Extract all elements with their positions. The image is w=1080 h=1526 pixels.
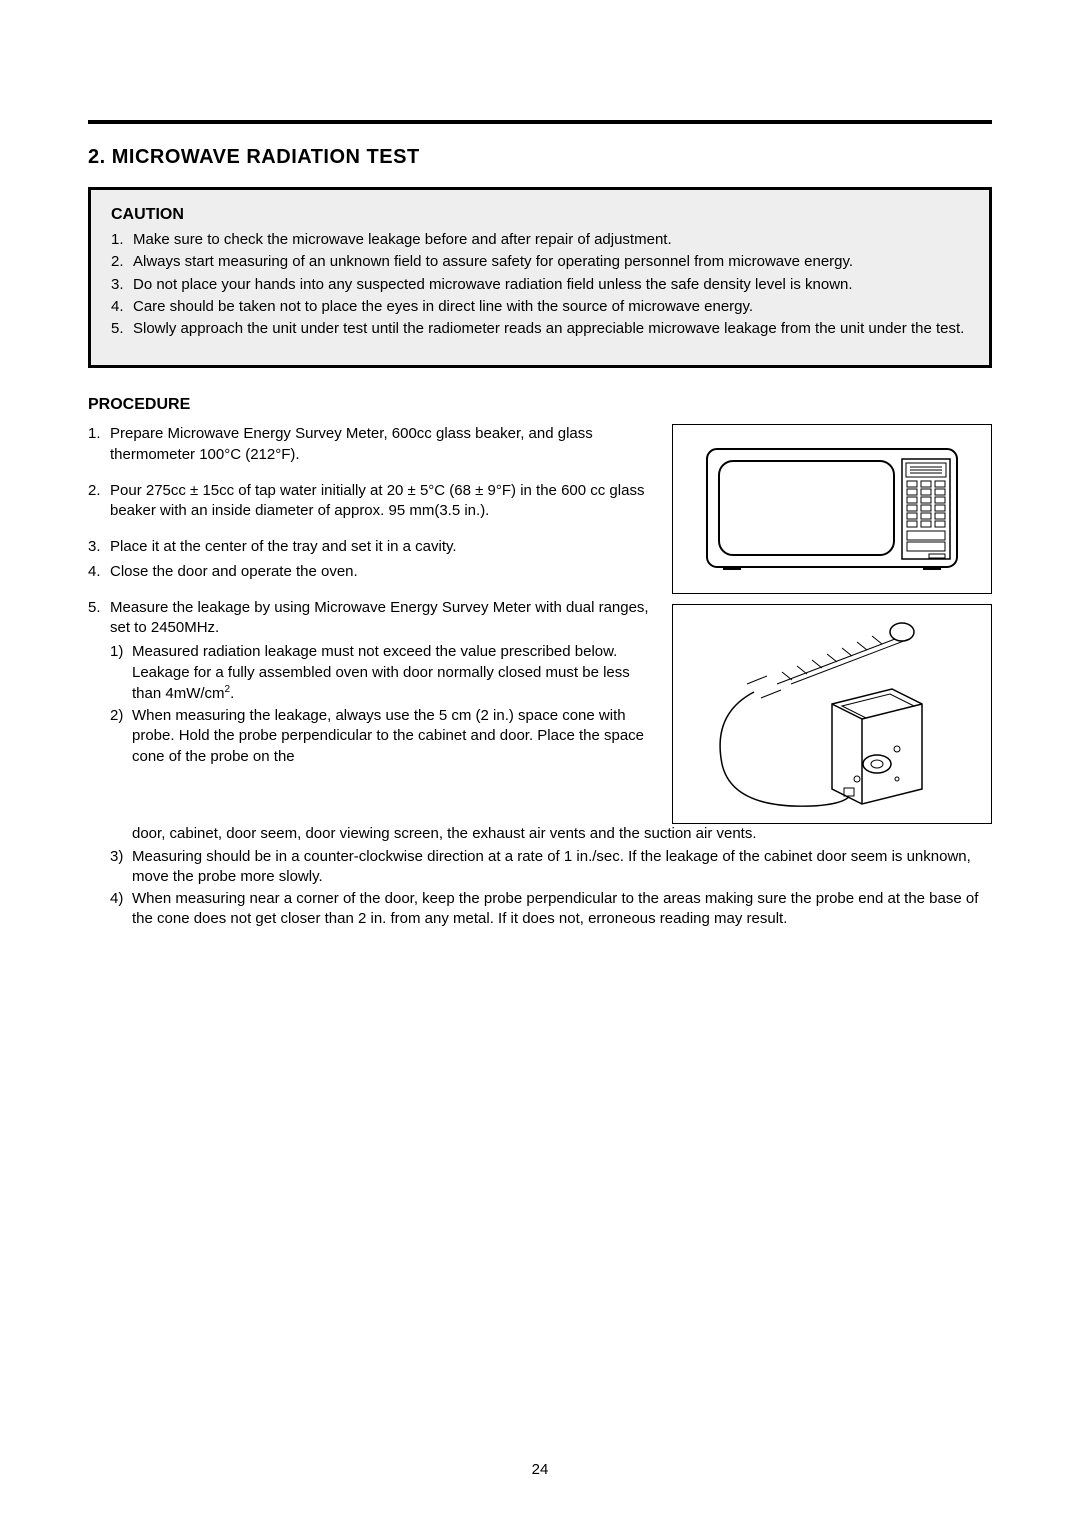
survey-meter-figure	[672, 604, 992, 824]
procedure-row: 1.Prepare Microwave Energy Survey Meter,…	[88, 424, 992, 824]
procedure-substep: 2)When measuring the leakage, always use…	[110, 706, 652, 767]
caution-item: 2.Always start measuring of an unknown f…	[111, 252, 969, 272]
page-number: 24	[0, 1461, 1080, 1478]
procedure-substep: 4)When measuring near a corner of the do…	[110, 889, 992, 930]
procedure-substep: 3)Measuring should be in a counter-clock…	[110, 847, 992, 888]
caution-item: 3.Do not place your hands into any suspe…	[111, 275, 969, 295]
caution-box: CAUTION 1.Make sure to check the microwa…	[88, 187, 992, 368]
caution-item: 5.Slowly approach the unit under test un…	[111, 319, 969, 339]
section-title: 2. MICROWAVE RADIATION TEST	[88, 146, 992, 169]
procedure-continuation: door, cabinet, door seem, door viewing s…	[88, 824, 992, 929]
procedure-step: 2.Pour 275cc ± 15cc of tap water initial…	[88, 481, 652, 522]
procedure-text-column: 1.Prepare Microwave Energy Survey Meter,…	[88, 424, 652, 769]
section-divider	[88, 120, 992, 124]
procedure-step: 4.Close the door and operate the oven.	[88, 562, 652, 582]
procedure-step: 3.Place it at the center of the tray and…	[88, 537, 652, 557]
procedure-step: 5.Measure the leakage by using Microwave…	[88, 598, 652, 639]
caution-heading: CAUTION	[111, 206, 969, 224]
procedure-substep-continuation: door, cabinet, door seem, door viewing s…	[132, 824, 992, 844]
procedure-substep: 1)Measured radiation leakage must not ex…	[110, 642, 652, 704]
procedure-step: 1.Prepare Microwave Energy Survey Meter,…	[88, 424, 652, 465]
page-content: 2. MICROWAVE RADIATION TEST CAUTION 1.Ma…	[0, 0, 1080, 972]
caution-list: 1.Make sure to check the microwave leaka…	[111, 230, 969, 339]
caution-item: 1.Make sure to check the microwave leaka…	[111, 230, 969, 250]
caution-item: 4.Care should be taken not to place the …	[111, 297, 969, 317]
microwave-figure	[672, 424, 992, 594]
microwave-icon	[697, 439, 967, 579]
figure-column	[672, 424, 992, 824]
procedure-heading: PROCEDURE	[88, 396, 992, 414]
survey-meter-icon	[692, 614, 972, 814]
